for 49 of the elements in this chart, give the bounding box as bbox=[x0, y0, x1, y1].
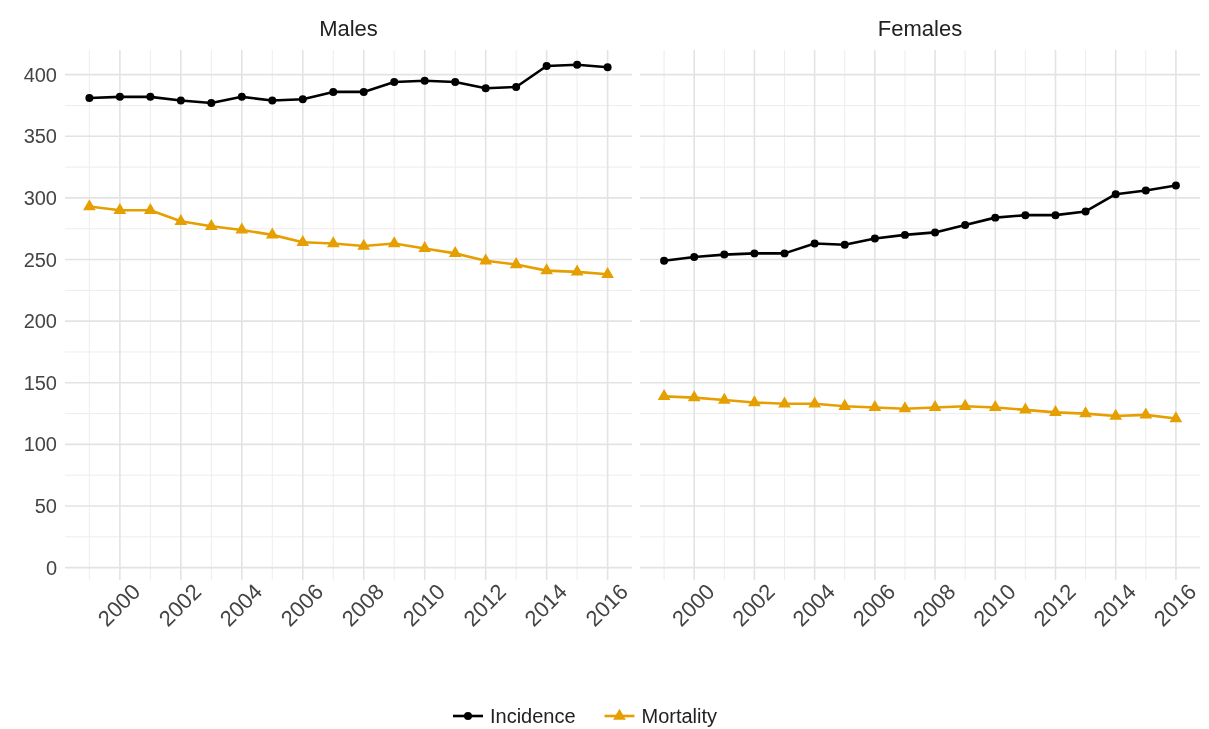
point bbox=[928, 400, 942, 412]
point bbox=[1049, 405, 1062, 417]
point bbox=[657, 389, 671, 401]
point bbox=[931, 228, 940, 237]
point bbox=[687, 390, 701, 402]
point bbox=[1081, 207, 1090, 216]
legend-label: Mortality bbox=[641, 705, 718, 727]
point bbox=[1051, 211, 1060, 220]
y-tick-label: 250 bbox=[23, 248, 57, 271]
point bbox=[1079, 406, 1092, 418]
chart-title: Males bbox=[319, 16, 378, 41]
y-tick-label: 200 bbox=[23, 310, 57, 333]
point bbox=[958, 398, 972, 410]
y-tick-label: 50 bbox=[34, 495, 57, 518]
point bbox=[720, 250, 729, 259]
point bbox=[750, 249, 759, 258]
point bbox=[838, 398, 852, 410]
y-tick-label: 400 bbox=[23, 63, 57, 86]
y-tick-label: 350 bbox=[23, 125, 57, 148]
point bbox=[898, 401, 912, 413]
y-tick-label: 0 bbox=[45, 556, 57, 579]
point bbox=[778, 396, 791, 408]
point bbox=[690, 253, 699, 262]
point bbox=[660, 256, 669, 265]
y-tick-label: 300 bbox=[23, 186, 57, 209]
point bbox=[780, 249, 789, 258]
y-tick-label: 150 bbox=[23, 371, 57, 394]
point bbox=[1171, 181, 1180, 190]
point bbox=[1141, 186, 1150, 195]
point bbox=[961, 221, 970, 229]
point bbox=[840, 240, 849, 249]
point bbox=[810, 239, 819, 248]
chart-title: Females bbox=[877, 16, 963, 41]
point bbox=[1169, 411, 1183, 423]
point bbox=[900, 230, 909, 239]
point bbox=[870, 234, 879, 243]
legend-label: Incidence bbox=[490, 705, 576, 727]
point bbox=[988, 400, 1002, 412]
point bbox=[868, 400, 882, 412]
point bbox=[1021, 211, 1030, 220]
point bbox=[717, 392, 731, 404]
point bbox=[1139, 407, 1153, 419]
point bbox=[991, 213, 1000, 222]
point bbox=[1109, 408, 1123, 420]
point bbox=[1111, 190, 1120, 199]
point bbox=[808, 396, 821, 408]
y-tick-label: 100 bbox=[23, 433, 57, 456]
point bbox=[1019, 402, 1032, 414]
point bbox=[748, 395, 761, 407]
